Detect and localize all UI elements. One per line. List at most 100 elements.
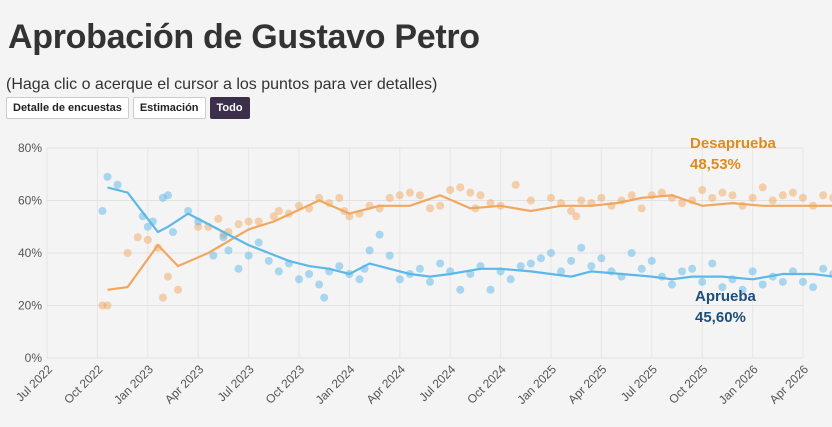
aprueba-point	[506, 275, 515, 284]
desaprueba-point	[758, 183, 767, 192]
desaprueba-point	[133, 233, 142, 242]
desaprueba-point	[486, 199, 495, 208]
aprueba-point	[486, 285, 495, 294]
desaprueba-value: 48,53%	[690, 156, 741, 173]
desaprueba-point	[426, 204, 435, 213]
desaprueba-point	[748, 193, 757, 202]
x-tick-label: Jan 2026	[716, 362, 761, 407]
aprueba-point	[647, 256, 656, 265]
aprueba-point	[718, 283, 727, 292]
desaprueba-point	[526, 196, 535, 205]
desaprueba-point	[799, 193, 807, 202]
aprueba-point	[748, 267, 757, 276]
x-tick-label: Jan 2023	[111, 362, 156, 407]
desaprueba-point	[163, 272, 172, 281]
y-tick-label: 0%	[25, 351, 43, 365]
aprueba-point	[305, 270, 314, 278]
aprueba-point	[678, 267, 687, 276]
tab-todo[interactable]: Todo	[209, 97, 250, 119]
aprueba-point	[557, 267, 566, 276]
aprueba-point	[637, 264, 646, 273]
aprueba-point	[254, 238, 263, 247]
x-tick-label: Apr 2026	[767, 362, 812, 407]
desaprueba-point	[547, 193, 555, 202]
tab-detalle[interactable]: Detalle de encuestas	[6, 97, 129, 119]
desaprueba-point	[415, 191, 424, 200]
aprueba-value: 45,60%	[695, 309, 746, 326]
aprueba-point	[209, 251, 218, 260]
desaprueba-point	[597, 193, 606, 202]
aprueba-point	[426, 277, 435, 286]
aprueba-point	[516, 262, 525, 271]
desaprueba-point	[829, 194, 832, 202]
desaprueba-point	[174, 285, 183, 294]
aprueba-label: Aprueba	[695, 288, 757, 305]
aprueba-trend-line	[107, 186, 832, 281]
desaprueba-point	[637, 204, 646, 213]
aprueba-point	[355, 275, 364, 284]
aprueba-point	[698, 277, 707, 286]
aprueba-point	[547, 249, 555, 257]
chart-title: Aprobación de Gustavo Petro	[8, 18, 480, 56]
desaprueba-point	[567, 207, 576, 215]
desaprueba-point	[345, 212, 354, 221]
aprueba-point	[577, 243, 586, 252]
desaprueba-point	[274, 207, 283, 215]
desaprueba-point	[446, 186, 455, 194]
desaprueba-point	[315, 193, 324, 202]
x-tick-label: Apr 2024	[364, 362, 409, 407]
tab-estimacion[interactable]: Estimación	[132, 97, 206, 119]
chart-subtitle: (Haga clic o acerque el cursor a los pun…	[6, 76, 438, 93]
desaprueba-point	[254, 217, 263, 226]
aprueba-point	[169, 228, 177, 236]
desaprueba-point	[476, 191, 485, 200]
aprueba-point	[667, 280, 676, 289]
aprueba-point	[395, 275, 404, 284]
desaprueba-point	[728, 191, 737, 200]
x-tick-label: Oct 2025	[666, 362, 711, 407]
desaprueba-point	[143, 235, 152, 244]
x-tick-label: Oct 2022	[61, 362, 106, 407]
aprueba-point	[103, 172, 112, 181]
aprueba-point	[244, 251, 253, 260]
desaprueba-point	[577, 196, 586, 205]
x-tick-label: Jan 2024	[313, 362, 358, 407]
x-tick-label: Apr 2023	[162, 362, 207, 407]
desaprueba-point	[123, 249, 132, 257]
x-tick-label: Oct 2024	[464, 362, 509, 407]
y-tick-label: 80%	[18, 141, 42, 155]
aprueba-point	[385, 251, 394, 260]
aprueba-point	[597, 254, 606, 263]
desaprueba-trend-line	[107, 194, 832, 291]
desaprueba-point	[511, 180, 520, 189]
x-tick-label: Jul 2023	[215, 362, 257, 404]
desaprueba-point	[405, 188, 414, 197]
desaprueba-point	[436, 201, 445, 210]
aprueba-point	[315, 280, 324, 289]
aprueba-point	[264, 256, 273, 265]
aprueba-point	[295, 275, 303, 284]
desaprueba-point	[819, 191, 828, 200]
y-tick-label: 20%	[18, 299, 42, 313]
aprueba-point	[738, 285, 747, 294]
y-tick-label: 60%	[18, 194, 42, 208]
x-tick-label: Jul 2022	[13, 362, 55, 404]
aprueba-point	[536, 254, 545, 263]
x-tick-label: Apr 2025	[565, 362, 610, 407]
aprueba-point	[274, 267, 283, 276]
x-tick-label: Jul 2025	[618, 362, 660, 404]
desaprueba-point	[678, 199, 687, 208]
desaprueba-point	[708, 193, 717, 202]
desaprueba-point	[335, 193, 344, 202]
x-tick-label: Jan 2025	[514, 362, 559, 407]
desaprueba-point	[768, 196, 777, 205]
x-tick-label: Oct 2023	[263, 362, 308, 407]
aprueba-point	[466, 270, 475, 278]
aprueba-point	[335, 262, 344, 271]
desaprueba-point	[158, 293, 167, 302]
aprueba-point	[113, 180, 122, 189]
aprueba-point	[627, 249, 636, 257]
view-tabs: Detalle de encuestas Estimación Todo	[6, 97, 250, 119]
aprueba-point	[567, 256, 576, 265]
